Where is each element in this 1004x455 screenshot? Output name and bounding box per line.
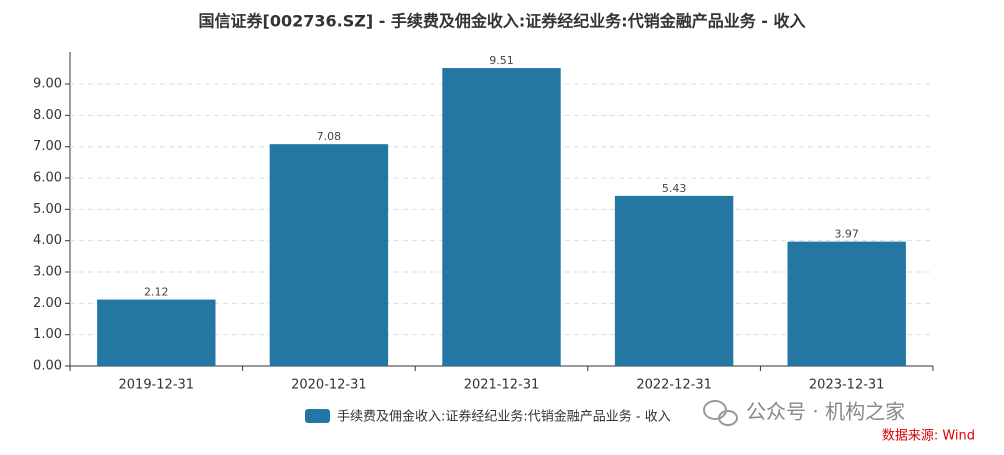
y-tick-label: 3.00 bbox=[33, 265, 62, 280]
y-tick-label: 2.00 bbox=[33, 296, 62, 311]
value-label: 5.43 bbox=[662, 182, 687, 195]
source-note: 数据来源: Wind bbox=[882, 429, 975, 444]
y-tick-label: 8.00 bbox=[33, 108, 62, 123]
value-label: 3.97 bbox=[834, 228, 859, 241]
bar bbox=[787, 241, 906, 366]
y-tick-label: 9.00 bbox=[33, 77, 62, 92]
y-tick-label: 0.00 bbox=[33, 359, 62, 374]
y-tick-label: 6.00 bbox=[33, 171, 62, 186]
value-label: 7.08 bbox=[317, 130, 342, 143]
x-tick-label: 2023-12-31 bbox=[809, 378, 885, 393]
bar bbox=[269, 144, 389, 366]
y-tick-label: 7.00 bbox=[33, 139, 62, 154]
x-tick-label: 2019-12-31 bbox=[119, 378, 195, 393]
x-tick-label: 2022-12-31 bbox=[636, 378, 712, 393]
watermark-icon bbox=[703, 400, 738, 426]
bar bbox=[442, 68, 561, 366]
value-label: 9.51 bbox=[489, 54, 514, 67]
chart-title: 国信证券[002736.SZ] - 手续费及佣金收入:证券经纪业务:代销金融产品… bbox=[199, 12, 806, 31]
bar bbox=[97, 299, 216, 366]
legend-label: 手续费及佣金收入:证券经纪业务:代销金融产品业务 - 收入 bbox=[337, 409, 671, 425]
y-tick-label: 1.00 bbox=[33, 327, 62, 342]
y-tick-label: 4.00 bbox=[33, 233, 62, 248]
bar bbox=[614, 195, 734, 366]
watermark: 公众号 · 机构之家 bbox=[746, 400, 905, 424]
x-tick-label: 2021-12-31 bbox=[464, 378, 540, 393]
x-tick-label: 2020-12-31 bbox=[291, 378, 367, 393]
y-tick-label: 5.00 bbox=[33, 202, 62, 217]
legend-swatch bbox=[305, 409, 330, 423]
value-label: 2.12 bbox=[144, 286, 169, 299]
